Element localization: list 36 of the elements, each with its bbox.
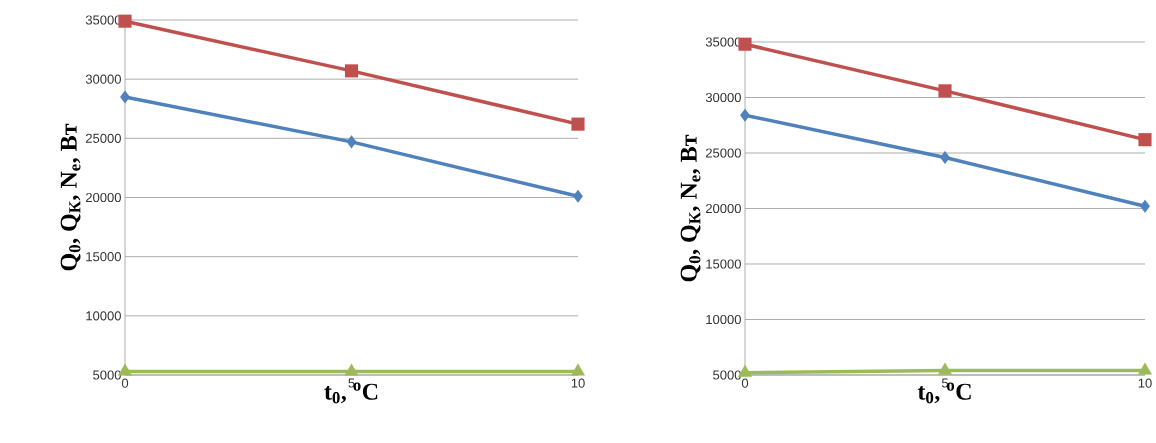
point bbox=[571, 363, 585, 376]
point bbox=[738, 37, 752, 51]
x-tick-label: 0 bbox=[741, 378, 749, 388]
point bbox=[344, 363, 359, 376]
y-axis-title: Q$_{0}$, Q$_{К}$, N$_{e}$, Вт bbox=[680, 134, 701, 282]
x-tick-label: 10 bbox=[571, 378, 585, 388]
y-tick-label: 30000 bbox=[85, 74, 121, 84]
y-tick-label: 20000 bbox=[85, 192, 121, 203]
y-tick-label: 25000 bbox=[85, 133, 121, 143]
x-tick-label: 5 bbox=[941, 378, 949, 388]
y-tick-label: 15000 bbox=[706, 259, 741, 269]
x-tick-label: 0 bbox=[121, 378, 129, 388]
y-tick-label: 25000 bbox=[705, 148, 741, 158]
point bbox=[938, 362, 952, 375]
point bbox=[346, 135, 357, 149]
point bbox=[571, 117, 585, 131]
y-tick-label: 5000 bbox=[93, 370, 121, 380]
point bbox=[573, 189, 583, 203]
point bbox=[120, 90, 130, 104]
y-axis-title: Q$_{0}$, Q$_{К}$, N$_{e}$, Вт bbox=[60, 123, 81, 271]
y-tick-label: 10000 bbox=[706, 314, 741, 325]
point bbox=[1138, 362, 1152, 375]
point bbox=[740, 108, 750, 122]
y-tick-label: 30000 bbox=[705, 92, 741, 103]
point bbox=[938, 84, 952, 98]
x-tick-label: 10 bbox=[1138, 378, 1152, 388]
point bbox=[118, 14, 132, 28]
point bbox=[1140, 199, 1150, 213]
y-tick-label: 5000 bbox=[713, 370, 741, 380]
y-tick-label: 15000 bbox=[86, 252, 121, 262]
y-tick-label: 10000 bbox=[86, 311, 121, 321]
point bbox=[1138, 133, 1152, 147]
point bbox=[940, 150, 950, 164]
point bbox=[344, 64, 359, 78]
x-tick-label: 5 bbox=[348, 378, 355, 388]
y-tick-label: 20000 bbox=[705, 203, 741, 214]
